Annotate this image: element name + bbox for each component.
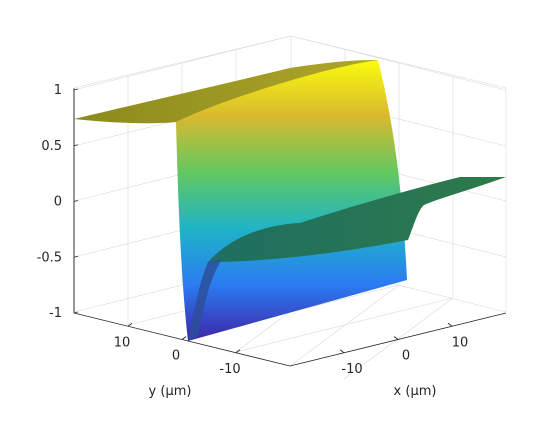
z-tick-label: -1: [49, 306, 62, 321]
z-tick: [73, 200, 79, 202]
axis-tick-labels: -1 -0.5 0 0.5 1 -10 0 10 -10 0 10: [37, 83, 469, 377]
y-tick-label: 0: [172, 349, 180, 364]
y-tick: [235, 349, 241, 354]
axis-ticks: [73, 88, 453, 354]
grid-z-1-left: [73, 35, 292, 91]
z-tick-label: 0.5: [41, 139, 62, 154]
z-tick-label: 0: [54, 195, 62, 210]
x-tick-label: 10: [452, 335, 469, 350]
x-tick-label: 0: [402, 349, 410, 364]
y-tick: [181, 336, 187, 340]
floor-grid-3: [235, 297, 454, 353]
low-plateau-front-fill: [188, 259, 222, 341]
z-tick-label: 1: [54, 83, 62, 98]
x-axis-label: x (μm): [394, 384, 437, 399]
y-tick-label: -10: [219, 362, 240, 377]
high-plateau-surface: [74, 60, 378, 124]
z-tick: [73, 311, 79, 314]
y-tick-label: 10: [114, 335, 131, 350]
low-plateau-surface: [208, 177, 506, 262]
z-tick: [73, 88, 79, 91]
x-tick: [447, 322, 453, 327]
floor-grid-5: [289, 284, 400, 367]
y-axis-label: y (μm): [149, 384, 192, 399]
z-tick: [73, 144, 79, 147]
floor-grid-6: [343, 297, 454, 380]
z-tick-label: -0.5: [37, 250, 62, 265]
x-tick: [339, 349, 345, 354]
x-tick-label: -10: [341, 362, 362, 377]
grid-z-1-right: [290, 35, 507, 91]
y-tick: [127, 322, 133, 327]
x-tick: [393, 336, 399, 340]
surface: [74, 60, 506, 341]
wall-surface: [176, 60, 407, 341]
z-tick: [73, 255, 79, 258]
